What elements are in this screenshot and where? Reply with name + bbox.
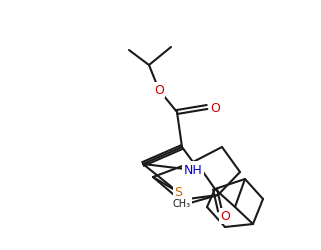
Text: S: S bbox=[174, 186, 182, 199]
Text: O: O bbox=[210, 101, 220, 114]
Text: CH₃: CH₃ bbox=[173, 198, 191, 208]
Text: NH: NH bbox=[184, 163, 202, 176]
Text: O: O bbox=[154, 84, 164, 97]
Text: O: O bbox=[220, 210, 230, 222]
